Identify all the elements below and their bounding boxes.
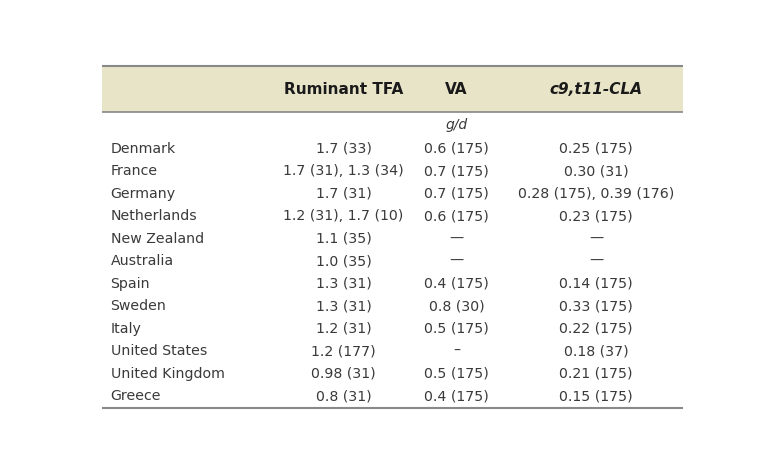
Text: 0.18 (37): 0.18 (37)	[564, 344, 628, 359]
Text: VA: VA	[445, 82, 467, 97]
Text: 0.7 (175): 0.7 (175)	[424, 187, 489, 201]
Text: 0.22 (175): 0.22 (175)	[559, 322, 633, 336]
Text: New Zealand: New Zealand	[110, 231, 204, 246]
Text: 1.7 (31): 1.7 (31)	[316, 187, 372, 201]
Text: –: –	[453, 344, 460, 359]
Text: g/d: g/d	[445, 118, 467, 132]
Text: 0.21 (175): 0.21 (175)	[559, 367, 633, 381]
Text: 0.98 (31): 0.98 (31)	[311, 367, 376, 381]
Text: 0.14 (175): 0.14 (175)	[559, 277, 633, 291]
Text: 0.6 (175): 0.6 (175)	[424, 209, 489, 223]
Text: 1.1 (35): 1.1 (35)	[316, 231, 372, 246]
Text: Sweden: Sweden	[110, 299, 166, 313]
Text: 0.23 (175): 0.23 (175)	[559, 209, 633, 223]
Text: Germany: Germany	[110, 187, 175, 201]
Text: 0.7 (175): 0.7 (175)	[424, 164, 489, 178]
Text: 1.3 (31): 1.3 (31)	[316, 299, 372, 313]
Text: United States: United States	[110, 344, 207, 359]
Text: c9,t11-CLA: c9,t11-CLA	[549, 82, 643, 97]
Text: 0.8 (31): 0.8 (31)	[316, 389, 372, 403]
Text: 0.5 (175): 0.5 (175)	[424, 367, 489, 381]
Text: 0.15 (175): 0.15 (175)	[559, 389, 633, 403]
Text: 0.4 (175): 0.4 (175)	[424, 389, 489, 403]
Text: 1.2 (31), 1.7 (10): 1.2 (31), 1.7 (10)	[283, 209, 404, 223]
Text: 1.7 (33): 1.7 (33)	[316, 141, 372, 156]
Text: 0.6 (175): 0.6 (175)	[424, 141, 489, 156]
Text: —: —	[450, 231, 463, 246]
Text: 0.28 (175), 0.39 (176): 0.28 (175), 0.39 (176)	[518, 187, 674, 201]
Text: Denmark: Denmark	[110, 141, 176, 156]
Text: —: —	[589, 254, 603, 268]
Text: —: —	[589, 231, 603, 246]
Text: 0.30 (31): 0.30 (31)	[564, 164, 628, 178]
Text: 0.4 (175): 0.4 (175)	[424, 277, 489, 291]
Text: 0.5 (175): 0.5 (175)	[424, 322, 489, 336]
Text: 0.8 (30): 0.8 (30)	[429, 299, 484, 313]
Text: Ruminant TFA: Ruminant TFA	[284, 82, 403, 97]
Text: —: —	[450, 254, 463, 268]
Text: 1.0 (35): 1.0 (35)	[316, 254, 372, 268]
Text: 0.25 (175): 0.25 (175)	[559, 141, 633, 156]
Text: Greece: Greece	[110, 389, 161, 403]
Text: France: France	[110, 164, 158, 178]
Text: Australia: Australia	[110, 254, 174, 268]
Bar	[102, 66, 683, 112]
Text: 0.33 (175): 0.33 (175)	[559, 299, 633, 313]
Text: United Kingdom: United Kingdom	[110, 367, 224, 381]
Text: Italy: Italy	[110, 322, 142, 336]
Text: 1.2 (177): 1.2 (177)	[311, 344, 376, 359]
Text: Netherlands: Netherlands	[110, 209, 198, 223]
Text: Spain: Spain	[110, 277, 150, 291]
Text: 1.3 (31): 1.3 (31)	[316, 277, 372, 291]
Text: 1.7 (31), 1.3 (34): 1.7 (31), 1.3 (34)	[283, 164, 404, 178]
Text: 1.2 (31): 1.2 (31)	[316, 322, 372, 336]
